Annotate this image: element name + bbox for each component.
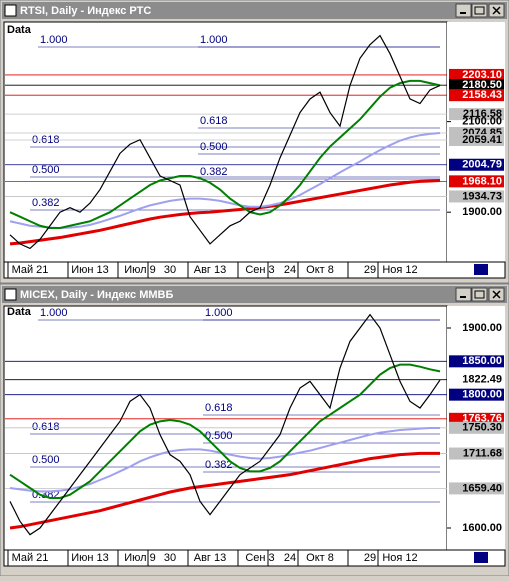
level-box — [449, 447, 504, 460]
level-label: 2158.43 — [462, 89, 502, 101]
level-label: 1763.76 — [462, 413, 502, 425]
fib-label: 0.500 — [205, 430, 233, 442]
window-title: RTSI, Daily - Индекс РТС — [20, 5, 151, 17]
date-axis — [3, 549, 506, 567]
y-tick-label: 1600.00 — [462, 522, 502, 534]
series-line — [9, 79, 441, 230]
level-label: 1968.10 — [462, 175, 502, 187]
window-icon — [4, 288, 17, 301]
level-label: 2180.50 — [462, 79, 502, 91]
level-label: 1822.49 — [462, 374, 502, 386]
fib-label: 1.000 — [40, 34, 68, 46]
x-tick-label: Июн 13 — [71, 264, 109, 276]
scroll-button[interactable] — [474, 552, 488, 563]
level-label: 1659.40 — [462, 482, 502, 494]
x-tick-label: Сен 3 — [245, 264, 274, 276]
fib-label: 0.500 — [32, 454, 60, 466]
date-axis — [3, 261, 506, 279]
level-label: 2059.41 — [462, 134, 502, 146]
x-tick-label: 30 — [164, 552, 176, 564]
fib-label: 0.618 — [200, 115, 228, 127]
x-tick-label: Июн 13 — [71, 552, 109, 564]
level-label: 1850.00 — [462, 355, 502, 367]
x-tick-label: Авг 13 — [194, 264, 226, 276]
x-tick-label: Май 21 — [12, 552, 49, 564]
title-bar — [2, 2, 507, 19]
series-line — [9, 363, 441, 499]
y-tick-label: 2100.00 — [462, 116, 502, 128]
fib-label: 0.382 — [205, 459, 233, 471]
level-box — [449, 421, 504, 434]
x-tick-label: Июл 9 — [124, 552, 156, 564]
window-title: MICEX, Daily - Индекс ММВБ — [20, 289, 173, 301]
scroll-button[interactable] — [474, 264, 488, 275]
fib-label: 0.618 — [32, 421, 60, 433]
x-tick-label: 24 — [284, 552, 296, 564]
window-icon — [4, 4, 17, 17]
level-label: 2203.10 — [462, 69, 502, 81]
fib-label: 0.382 — [32, 197, 60, 209]
x-tick-label: 24 — [284, 264, 296, 276]
level-label: 2116.58 — [463, 108, 502, 120]
x-tick-label: Май 21 — [12, 264, 49, 276]
level-box — [449, 388, 504, 401]
x-tick-label: Авг 13 — [194, 552, 226, 564]
level-box — [449, 373, 504, 386]
y-tick-label: 1900.00 — [462, 322, 502, 334]
fib-label: 0.500 — [200, 141, 228, 153]
level-label: 1934.73 — [462, 190, 502, 202]
y-tick-label: 1900.00 — [462, 206, 502, 218]
fib-label: 1.000 — [205, 307, 233, 319]
x-tick-label: Окт 8 — [306, 264, 334, 276]
x-tick-label: Ноя 12 — [382, 264, 417, 276]
level-box — [449, 482, 504, 495]
level-label: 1800.00 — [462, 389, 502, 401]
fib-label: 0.382 — [200, 166, 228, 178]
level-box — [449, 355, 504, 368]
fib-label: 0.618 — [205, 402, 233, 414]
series-line — [9, 313, 441, 536]
fib-label: 0.500 — [32, 164, 60, 176]
x-tick-label: Ноя 12 — [382, 552, 417, 564]
series-line — [9, 178, 441, 246]
level-box — [449, 158, 504, 171]
level-box — [449, 190, 504, 203]
x-tick-label: 29 — [364, 264, 376, 276]
level-box — [449, 175, 504, 188]
window-buttons[interactable] — [455, 3, 505, 18]
level-box — [449, 68, 504, 81]
level-label: 1750.30 — [462, 422, 502, 434]
plot-area — [3, 21, 448, 263]
title-bar — [2, 286, 507, 303]
level-label: 2004.79 — [462, 159, 502, 171]
level-box — [449, 89, 504, 102]
series-line — [9, 131, 441, 230]
series-line — [9, 34, 441, 250]
x-tick-label: Окт 8 — [306, 552, 334, 564]
data-label: Data — [7, 24, 32, 36]
x-tick-label: Сен 3 — [245, 552, 274, 564]
level-box — [449, 79, 504, 92]
level-box — [449, 108, 504, 121]
x-tick-label: Июл 9 — [124, 264, 156, 276]
window-buttons[interactable] — [455, 287, 505, 302]
x-tick-label: 30 — [164, 264, 176, 276]
level-label: 1711.68 — [463, 447, 502, 459]
x-tick-label: 29 — [364, 552, 376, 564]
level-box — [449, 134, 504, 147]
fib-label: 1.000 — [40, 307, 68, 319]
series-line — [9, 451, 440, 530]
fib-label: 1.000 — [200, 34, 228, 46]
data-label: Data — [7, 306, 32, 318]
